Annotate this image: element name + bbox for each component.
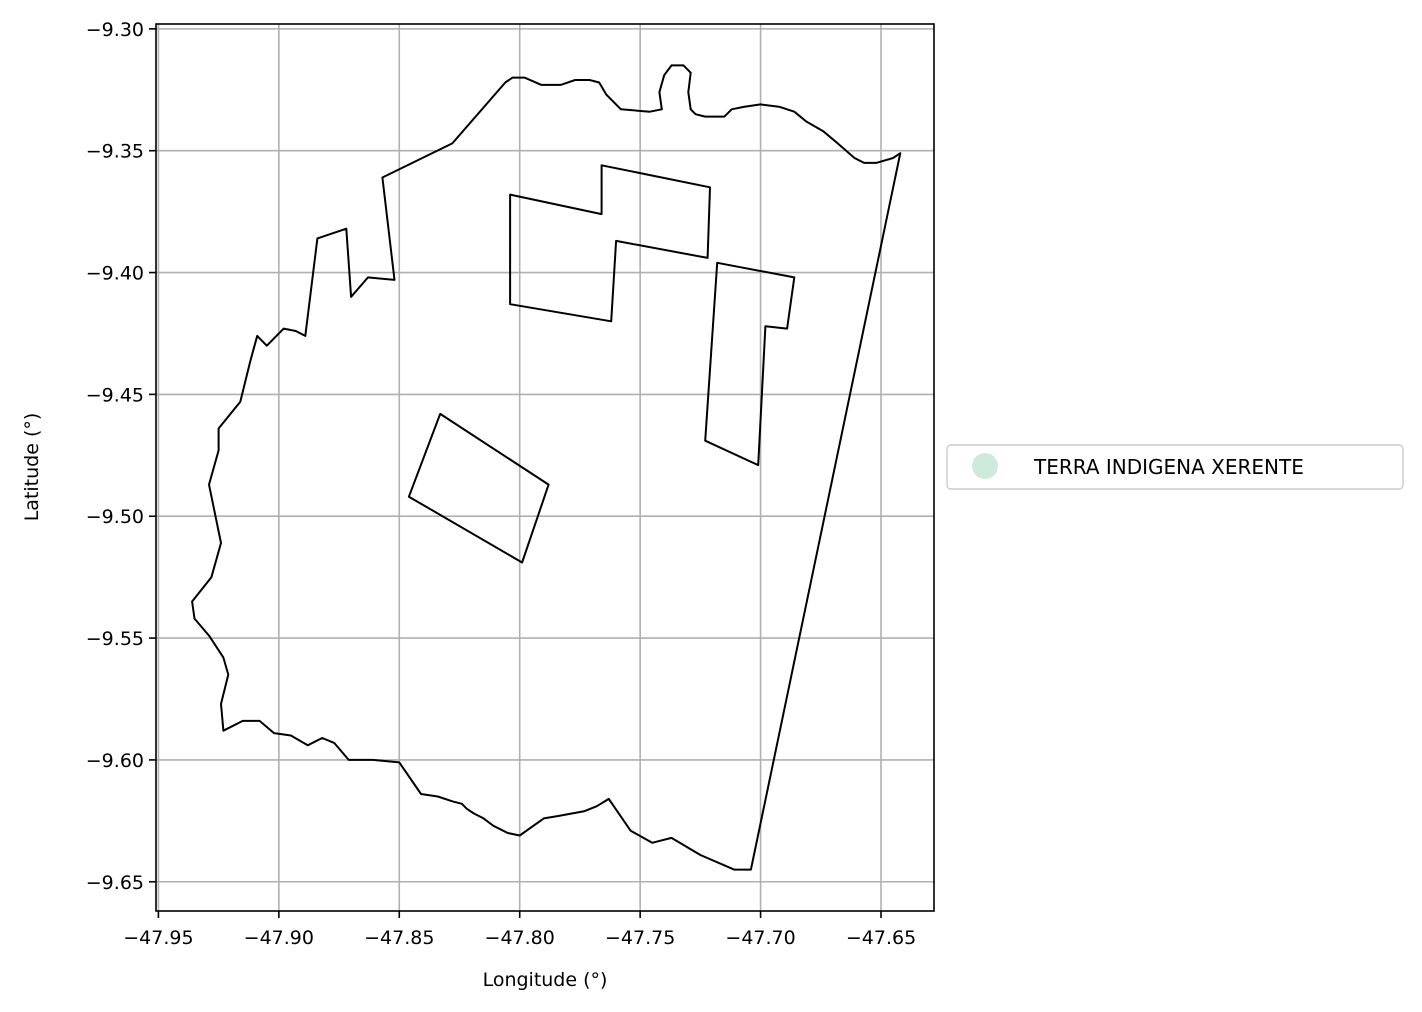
y-axis-label: Latitude (°)	[21, 413, 43, 522]
x-tick-label: −47.70	[725, 927, 795, 949]
y-tick-label: −9.65	[86, 872, 144, 894]
x-tick-label: −47.95	[123, 927, 193, 949]
gridlines	[156, 24, 934, 911]
y-tick-label: −9.45	[86, 384, 144, 406]
boundary-hole-east	[704, 261, 796, 467]
boundary-hole-north	[509, 164, 711, 323]
y-tick-label: −9.55	[86, 628, 144, 650]
x-tick-label: −47.90	[244, 927, 314, 949]
x-tick-label: −47.85	[364, 927, 434, 949]
boundary-outer	[191, 64, 902, 871]
boundary-hole-southwest	[407, 412, 550, 564]
legend-label: TERRA INDIGENA XERENTE	[1033, 455, 1304, 479]
legend-frame	[946, 444, 1404, 490]
y-tick-label: −9.40	[86, 263, 144, 285]
y-tick-label: −9.50	[86, 506, 144, 528]
y-tick-label: −9.35	[86, 141, 144, 163]
x-tick-label: −47.75	[605, 927, 675, 949]
x-tick-label: −47.80	[485, 927, 555, 949]
plot-frame	[155, 23, 935, 912]
y-tick-label: −9.60	[86, 750, 144, 772]
legend: TERRA INDIGENA XERENTE	[946, 444, 1404, 490]
territory-boundary	[191, 64, 902, 871]
y-tick-label: −9.30	[86, 19, 144, 41]
legend-marker	[972, 453, 998, 479]
x-axis-label: Longitude (°)	[483, 969, 608, 991]
axis-ticks: −47.95 −47.90 −47.85 −47.80 −47.75 −47.70 −47.…	[86, 19, 916, 949]
x-tick-label: −47.65	[846, 927, 916, 949]
